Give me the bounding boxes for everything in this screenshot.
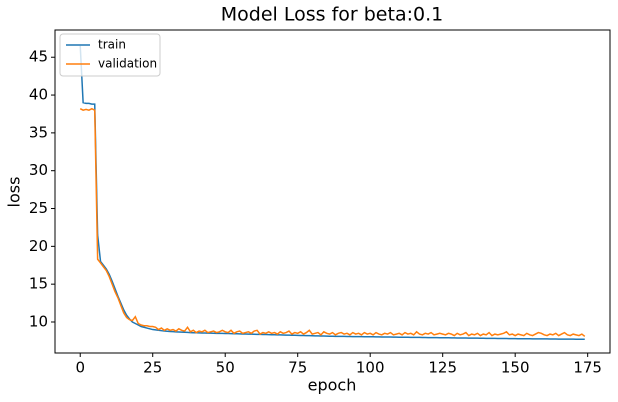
series-line [79, 45, 585, 341]
legend-label: validation [98, 57, 157, 71]
y-tick-label: 30 [29, 161, 48, 179]
chart-title: Model Loss for beta:0.1 [221, 4, 443, 26]
y-tick-label: 15 [29, 275, 48, 293]
x-tick-label: 100 [356, 359, 385, 377]
y-tick-label: 35 [29, 123, 48, 141]
x-tick-label: 125 [428, 359, 457, 377]
y-tick-label: 40 [29, 86, 48, 104]
x-tick-label: 25 [143, 359, 162, 377]
plot-frame [54, 29, 611, 354]
y-axis-label: loss [5, 177, 24, 208]
series-line [79, 107, 586, 337]
y-tick-label: 45 [29, 48, 48, 66]
x-tick-label: 150 [501, 359, 530, 377]
x-tick-label: 0 [75, 359, 85, 377]
y-tick-label: 10 [29, 312, 48, 330]
x-tick-label: 75 [288, 359, 307, 377]
x-axis-label: epoch [308, 376, 357, 395]
legend-label: train [98, 38, 126, 52]
y-tick-label: 25 [29, 199, 48, 217]
x-tick-label: 175 [573, 359, 602, 377]
x-tick-label: 50 [216, 359, 235, 377]
y-tick-label: 20 [29, 237, 48, 255]
